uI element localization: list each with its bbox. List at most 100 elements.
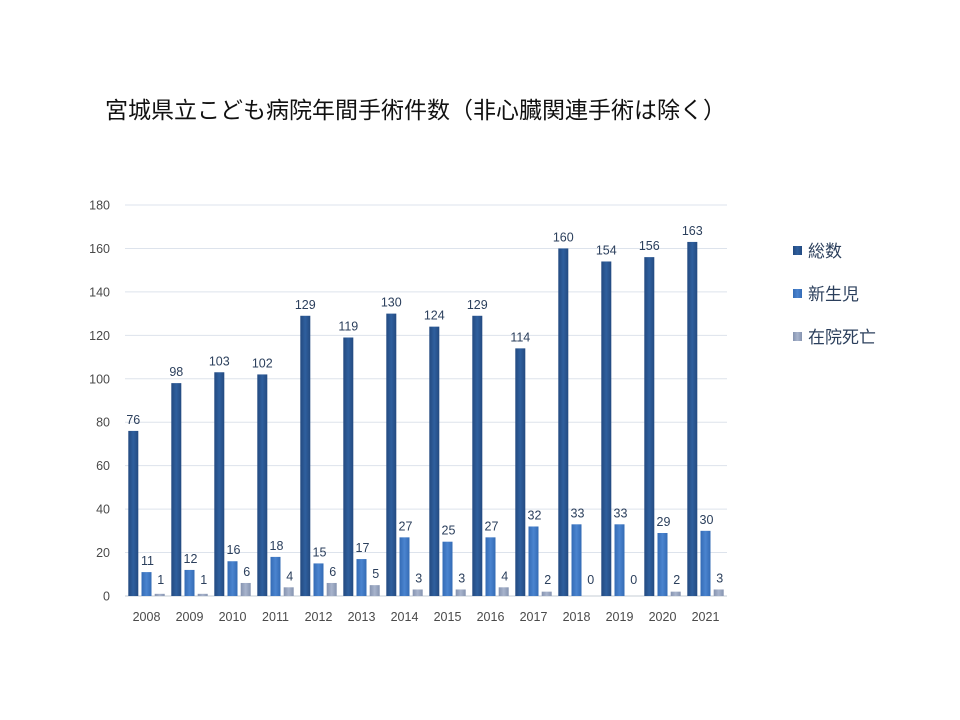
chart-title: 宮城県立こども病院年間手術件数（非心臓関連手術は除く） [105, 98, 726, 124]
bar-在院死亡-2010 [240, 582, 251, 596]
data-label: 12 [184, 552, 198, 566]
data-label: 17 [356, 541, 370, 555]
data-label: 25 [442, 524, 456, 538]
data-label: 4 [501, 569, 508, 583]
x-tick-label: 2014 [391, 610, 419, 624]
x-tick-label: 2015 [434, 610, 462, 624]
data-label: 154 [596, 243, 617, 257]
bar-総数-2020 [644, 257, 655, 596]
y-tick-label: 0 [103, 590, 110, 604]
bar-在院死亡-2021 [713, 589, 724, 596]
data-label: 163 [682, 224, 703, 238]
bar-新生児-2018 [571, 524, 582, 596]
bar-総数-2009 [171, 383, 182, 596]
data-label: 29 [657, 515, 671, 529]
legend-label: 新生児 [808, 285, 859, 305]
bar-総数-2015 [429, 326, 440, 596]
y-tick-label: 100 [89, 372, 110, 386]
x-tick-label: 2020 [649, 610, 677, 624]
x-tick-label: 2019 [606, 610, 634, 624]
legend-swatch [793, 289, 802, 298]
data-label: 18 [270, 539, 284, 553]
x-tick-label: 2018 [563, 610, 591, 624]
bar-在院死亡-2013 [369, 585, 380, 596]
data-label: 129 [295, 298, 316, 312]
bar-新生児-2015 [442, 541, 453, 596]
data-label: 2 [673, 573, 680, 587]
data-label: 76 [126, 413, 140, 427]
y-tick-label: 60 [96, 459, 110, 473]
y-tick-label: 160 [89, 242, 110, 256]
bar-在院死亡-2016 [498, 587, 509, 596]
bar-総数-2010 [214, 372, 225, 596]
bar-総数-2014 [386, 313, 397, 596]
bar-新生児-2010 [227, 561, 238, 596]
bar-新生児-2016 [485, 537, 496, 596]
data-label: 5 [372, 567, 379, 581]
data-label: 2 [544, 573, 551, 587]
y-tick-label: 80 [96, 416, 110, 430]
bar-総数-2011 [257, 374, 268, 596]
data-label: 33 [571, 506, 585, 520]
data-label: 102 [252, 356, 273, 370]
legend-label: 総数 [808, 242, 842, 262]
bar-在院死亡-2012 [326, 582, 337, 596]
legend-label: 在院死亡 [808, 328, 876, 348]
x-tick-label: 2021 [692, 610, 720, 624]
bar-総数-2018 [558, 248, 569, 596]
data-label: 130 [381, 296, 402, 310]
data-label: 156 [639, 239, 660, 253]
data-label: 3 [458, 571, 465, 585]
bar-在院死亡-2017 [541, 591, 552, 596]
bar-総数-2017 [515, 348, 526, 596]
data-label: 4 [286, 569, 293, 583]
bar-在院死亡-2015 [455, 589, 466, 596]
data-label: 103 [209, 354, 230, 368]
data-label: 11 [141, 554, 154, 568]
bar-新生児-2019 [614, 524, 625, 596]
bar-新生児-2009 [184, 569, 195, 596]
bar-新生児-2021 [700, 530, 711, 596]
bar-在院死亡-2011 [283, 587, 294, 596]
data-label: 98 [169, 365, 183, 379]
data-label: 32 [528, 508, 542, 522]
data-label: 33 [614, 506, 628, 520]
data-label: 1 [200, 573, 207, 587]
data-label: 27 [399, 519, 413, 533]
bars [128, 241, 724, 596]
bar-総数-2013 [343, 337, 354, 596]
bar-総数-2021 [687, 241, 698, 596]
data-label: 15 [313, 545, 327, 559]
data-label: 114 [510, 330, 530, 344]
x-tick-label: 2008 [133, 610, 161, 624]
bar-在院死亡-2020 [670, 591, 681, 596]
bar-総数-2012 [300, 315, 311, 596]
x-tick-label: 2009 [176, 610, 204, 624]
x-tick-label: 2016 [477, 610, 505, 624]
legend-swatch [793, 332, 802, 341]
data-label: 0 [630, 573, 637, 587]
bar-総数-2008 [128, 430, 139, 596]
data-label: 6 [329, 565, 336, 579]
bar-新生児-2008 [141, 572, 152, 596]
data-label: 3 [415, 571, 422, 585]
bar-新生児-2011 [270, 556, 281, 596]
y-tick-label: 120 [89, 329, 110, 343]
bar-在院死亡-2008 [154, 593, 165, 596]
x-tick-label: 2010 [219, 610, 247, 624]
data-label: 1 [157, 573, 164, 587]
data-label: 3 [716, 571, 723, 585]
bar-新生児-2017 [528, 526, 539, 596]
data-label: 119 [338, 320, 358, 334]
bar-新生児-2013 [356, 559, 367, 596]
bar-総数-2016 [472, 315, 483, 596]
y-tick-label: 140 [89, 285, 110, 299]
x-tick-label: 2012 [305, 610, 333, 624]
y-tick-label: 40 [96, 503, 110, 517]
data-label: 30 [700, 513, 714, 527]
data-label: 16 [227, 543, 241, 557]
y-tick-label: 180 [89, 199, 110, 213]
